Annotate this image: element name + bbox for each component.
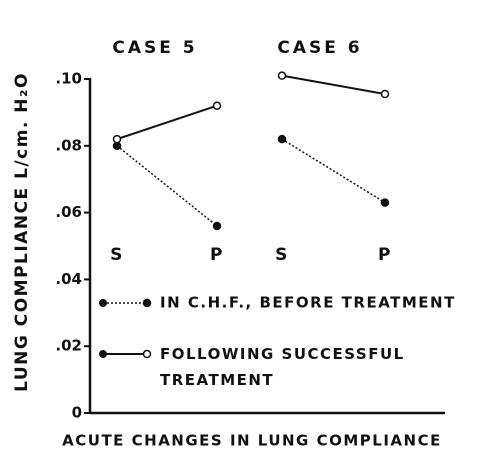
y-tick-label: .08 <box>55 136 82 154</box>
legend-marker <box>99 299 107 307</box>
data-point <box>212 101 222 110</box>
y-tick-label: .10 <box>55 70 82 88</box>
legend-label: IN C.H.F., BEFORE TREATMENT <box>160 294 456 312</box>
data-point <box>277 71 287 80</box>
y-tick-label: .02 <box>55 337 82 355</box>
series-line <box>281 138 386 204</box>
x-axis-label: ACUTE CHANGES IN LUNG COMPLIANCE <box>62 432 442 450</box>
data-point <box>277 134 287 144</box>
legend-label: FOLLOWING SUCCESSFUL TREATMENT <box>160 345 405 389</box>
y-axis-label: LUNG COMPLIANCE L/cm. H₂O <box>12 72 32 392</box>
y-tick-label: 0 <box>72 404 82 422</box>
x-tick-label: P <box>378 245 392 265</box>
legend-marker <box>99 350 107 358</box>
data-point <box>112 134 122 144</box>
y-tick-label: .06 <box>55 203 82 221</box>
series-line <box>116 104 218 141</box>
series-line <box>116 145 218 227</box>
legend-marker <box>142 298 152 308</box>
x-tick-label: P <box>210 245 224 265</box>
x-tick-label: S <box>110 245 124 265</box>
data-point <box>380 198 390 207</box>
legend-marker <box>142 349 152 359</box>
panel-title: CASE 5 <box>112 38 197 58</box>
data-point <box>212 221 222 231</box>
panel-title: CASE 6 <box>277 38 362 58</box>
data-point <box>380 89 390 99</box>
x-tick-label: S <box>275 245 289 265</box>
series-line <box>281 74 386 96</box>
y-tick-label: .04 <box>55 270 82 288</box>
